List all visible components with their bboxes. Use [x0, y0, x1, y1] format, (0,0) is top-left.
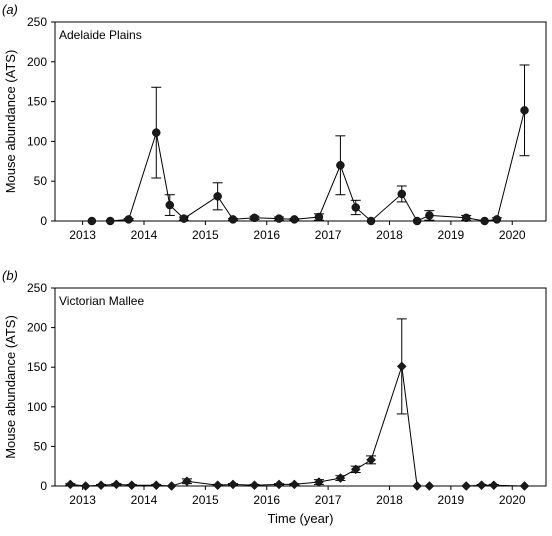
data-point — [314, 477, 324, 487]
data-point — [366, 216, 376, 226]
data-point — [250, 213, 259, 223]
data-point — [228, 479, 238, 490]
data-point — [520, 106, 529, 115]
y-tick-label: 200 — [27, 321, 47, 335]
data-point — [412, 481, 422, 491]
x-tick-label: 2020 — [499, 228, 526, 242]
x-axis-label: Time (year) — [268, 511, 334, 526]
x-tick-label: 2013 — [69, 228, 96, 242]
data-point — [397, 189, 407, 199]
chart-panel-1: (a) Adelaide Plains 0 50 100 150 200 250 2013 201… — [2, 2, 547, 242]
data-point — [151, 480, 162, 491]
data-point — [290, 215, 299, 224]
data-point — [87, 216, 97, 226]
x-tick-label: 2020 — [499, 493, 526, 507]
data-point — [126, 480, 137, 491]
y-tick-label: 50 — [34, 439, 48, 453]
series-line — [91, 110, 525, 222]
data-point — [182, 476, 192, 487]
data-point — [249, 480, 260, 491]
data-point — [213, 192, 222, 201]
data-point — [96, 480, 106, 491]
panel-label: (b) — [2, 268, 18, 283]
data-point — [396, 361, 407, 372]
y-tick-label: 150 — [27, 360, 47, 374]
data-point — [166, 481, 177, 491]
x-tick-label: 2017 — [315, 493, 342, 507]
y-tick-label: 250 — [27, 15, 47, 29]
data-point — [124, 215, 133, 224]
plot-frame — [54, 287, 547, 487]
x-tick-label: 2013 — [69, 493, 96, 507]
region-label: Victorian Mallee — [59, 294, 144, 308]
data-point — [425, 211, 434, 220]
data-point — [274, 214, 284, 223]
data-point — [519, 481, 530, 491]
y-axis-label: Mouse abundance (ATS) — [3, 50, 18, 194]
y-tick-label: 200 — [27, 55, 47, 69]
x-tick-label: 2018 — [376, 493, 403, 507]
data-point — [152, 128, 161, 137]
x-tick-label: 2019 — [438, 228, 465, 242]
data-point — [111, 479, 122, 490]
y-tick-label: 150 — [27, 95, 47, 109]
data-point — [424, 481, 435, 491]
data-point — [488, 480, 499, 491]
data-point — [476, 480, 487, 491]
x-tick-label: 2017 — [315, 228, 342, 242]
x-tick-label: 2015 — [192, 228, 219, 242]
x-tick-label: 2014 — [131, 493, 158, 507]
data-point — [480, 216, 489, 226]
x-tick-label: 2016 — [253, 228, 280, 242]
y-tick-label: 0 — [40, 479, 47, 493]
data-point — [165, 200, 175, 210]
x-tick-label: 2014 — [131, 228, 158, 242]
data-point — [461, 213, 471, 223]
data-point — [461, 481, 472, 491]
plot-frame — [54, 21, 547, 222]
x-tick-label: 2019 — [438, 493, 465, 507]
region-label: Adelaide Plains — [59, 28, 142, 42]
data-point — [228, 215, 238, 224]
data-point — [212, 480, 223, 491]
series-line — [70, 366, 525, 487]
data-point — [412, 216, 422, 226]
data-point — [65, 479, 76, 490]
x-tick-label: 2018 — [376, 228, 403, 242]
y-tick-label: 50 — [34, 174, 48, 188]
data-point — [314, 212, 324, 222]
y-tick-label: 0 — [40, 214, 47, 228]
panel-label: (a) — [2, 2, 18, 17]
chart-panel-2: (b) Victorian Mallee 0 50 100 150 200 250 2013 20… — [2, 268, 547, 526]
y-tick-label: 100 — [27, 134, 47, 148]
data-point — [289, 479, 300, 490]
data-point — [336, 161, 345, 170]
x-tick-label: 2016 — [253, 493, 280, 507]
data-point — [350, 464, 361, 475]
data-point — [351, 203, 360, 212]
y-tick-label: 250 — [27, 281, 47, 295]
data-point — [105, 216, 115, 226]
y-axis-label: Mouse abundance (ATS) — [3, 315, 18, 459]
data-point — [335, 473, 346, 483]
data-point — [179, 214, 189, 223]
data-point — [80, 481, 91, 491]
x-tick-label: 2015 — [192, 493, 219, 507]
data-point — [366, 455, 376, 465]
data-point — [274, 479, 284, 490]
data-point — [492, 215, 502, 224]
y-tick-label: 100 — [27, 400, 47, 414]
